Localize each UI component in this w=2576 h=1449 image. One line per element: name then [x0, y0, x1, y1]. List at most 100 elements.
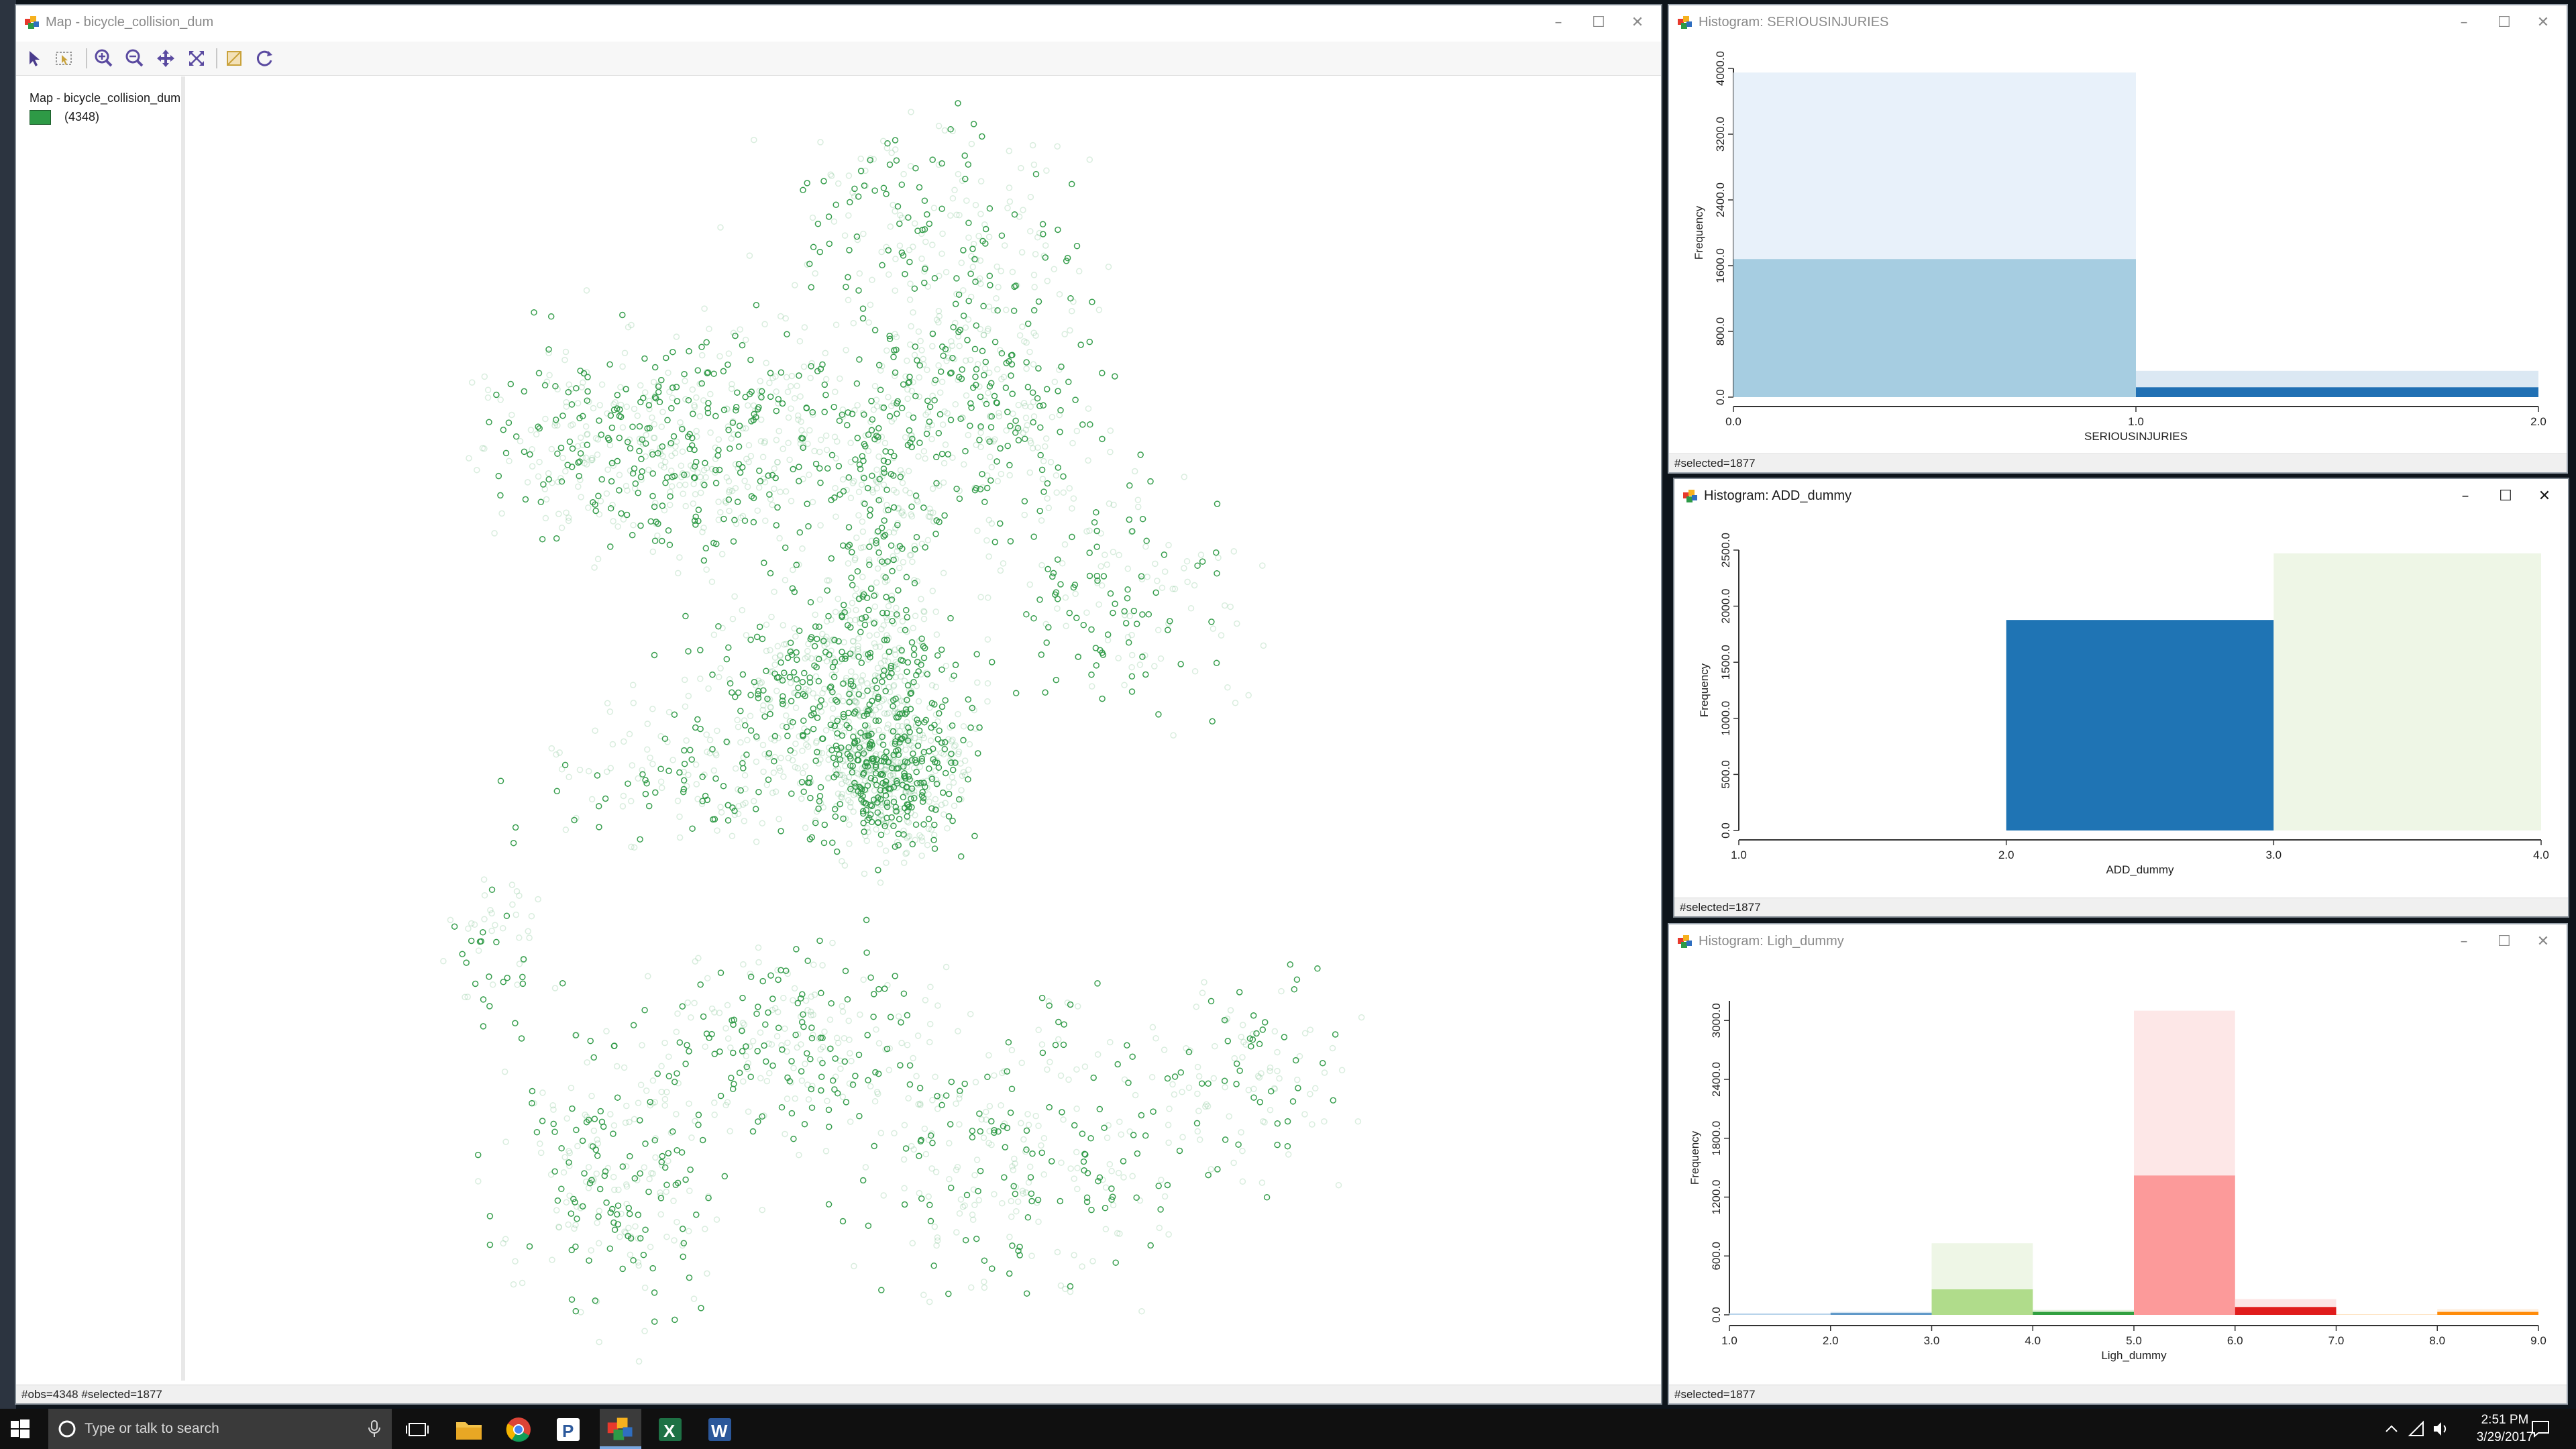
- histogram-bin[interactable]: [2006, 620, 2274, 830]
- collision-point[interactable]: [902, 788, 910, 795]
- collision-point[interactable]: [875, 985, 882, 993]
- collision-point[interactable]: [1107, 449, 1114, 455]
- collision-point[interactable]: [607, 543, 614, 550]
- collision-point[interactable]: [849, 549, 855, 555]
- collision-point[interactable]: [886, 333, 893, 339]
- collision-point[interactable]: [1010, 1167, 1017, 1173]
- collision-point[interactable]: [897, 673, 904, 680]
- collision-point[interactable]: [865, 319, 872, 326]
- collision-point[interactable]: [1120, 1174, 1127, 1181]
- collision-point[interactable]: [920, 735, 928, 741]
- collision-point[interactable]: [580, 1203, 586, 1210]
- collision-point[interactable]: [539, 536, 546, 543]
- collision-point[interactable]: [835, 755, 842, 762]
- collision-point[interactable]: [1097, 563, 1104, 570]
- collision-point[interactable]: [1181, 474, 1188, 480]
- collision-point[interactable]: [747, 712, 754, 720]
- collision-point[interactable]: [960, 769, 967, 775]
- collision-point[interactable]: [851, 478, 857, 485]
- collision-point[interactable]: [623, 386, 630, 392]
- collision-point[interactable]: [901, 1185, 908, 1192]
- collision-point[interactable]: [938, 749, 945, 757]
- collision-point[interactable]: [975, 233, 982, 239]
- collision-point[interactable]: [918, 757, 926, 765]
- collision-point[interactable]: [860, 230, 867, 237]
- collision-point[interactable]: [724, 1002, 731, 1009]
- collision-point[interactable]: [767, 972, 774, 979]
- collision-point[interactable]: [843, 347, 849, 354]
- collision-point[interactable]: [1249, 1036, 1256, 1043]
- collision-point[interactable]: [858, 677, 865, 684]
- collision-point[interactable]: [988, 1141, 995, 1148]
- collision-point[interactable]: [930, 205, 938, 211]
- collision-point[interactable]: [896, 728, 904, 735]
- collision-point[interactable]: [888, 150, 895, 156]
- collision-point[interactable]: [1089, 299, 1095, 305]
- collision-point[interactable]: [802, 692, 808, 700]
- collision-point[interactable]: [825, 213, 833, 220]
- collision-point[interactable]: [637, 1117, 643, 1124]
- collision-point[interactable]: [799, 991, 806, 998]
- collision-point[interactable]: [707, 390, 714, 398]
- collision-point[interactable]: [917, 1138, 924, 1145]
- collision-point[interactable]: [936, 710, 943, 717]
- collision-point[interactable]: [911, 577, 918, 584]
- collision-point[interactable]: [865, 558, 873, 565]
- collision-point[interactable]: [1149, 1024, 1157, 1031]
- collision-point[interactable]: [753, 733, 760, 740]
- collision-point[interactable]: [779, 697, 786, 704]
- collision-point[interactable]: [938, 1102, 945, 1109]
- collision-point[interactable]: [958, 796, 965, 803]
- collision-point[interactable]: [919, 789, 926, 796]
- collision-point[interactable]: [747, 692, 754, 698]
- collision-point[interactable]: [762, 517, 769, 525]
- collision-point[interactable]: [506, 458, 513, 464]
- collision-point[interactable]: [1115, 655, 1122, 661]
- collision-point[interactable]: [784, 331, 790, 337]
- collision-point[interactable]: [830, 773, 837, 781]
- collision-point[interactable]: [708, 466, 716, 472]
- collision-point[interactable]: [971, 1172, 978, 1179]
- collision-point[interactable]: [873, 466, 880, 473]
- collision-point[interactable]: [865, 606, 872, 614]
- collision-point[interactable]: [904, 800, 911, 807]
- collision-point[interactable]: [729, 1017, 735, 1024]
- collision-point[interactable]: [816, 937, 823, 945]
- collision-point[interactable]: [611, 1186, 618, 1193]
- collision-point[interactable]: [820, 686, 828, 692]
- collision-point[interactable]: [704, 975, 711, 981]
- collision-point[interactable]: [710, 539, 717, 547]
- collision-point[interactable]: [956, 1210, 963, 1217]
- collision-point[interactable]: [898, 215, 906, 221]
- collision-point[interactable]: [635, 1099, 642, 1106]
- collision-point[interactable]: [777, 755, 784, 761]
- collision-point[interactable]: [1159, 584, 1166, 591]
- collision-point[interactable]: [789, 585, 796, 592]
- collision-point[interactable]: [893, 333, 900, 341]
- collision-point[interactable]: [870, 991, 877, 998]
- collision-point[interactable]: [988, 413, 996, 420]
- collision-point[interactable]: [936, 272, 943, 280]
- collision-point[interactable]: [1227, 1007, 1234, 1014]
- collision-point[interactable]: [1024, 320, 1032, 327]
- collision-point[interactable]: [1185, 1084, 1193, 1091]
- collision-point[interactable]: [1056, 290, 1063, 298]
- collision-point[interactable]: [680, 788, 687, 796]
- collision-point[interactable]: [1006, 1270, 1013, 1277]
- collision-point[interactable]: [582, 1178, 590, 1185]
- collision-point[interactable]: [577, 450, 584, 457]
- collision-point[interactable]: [890, 455, 897, 462]
- maximize-button[interactable]: ☐: [2498, 14, 2511, 31]
- collision-point[interactable]: [918, 596, 924, 602]
- collision-point[interactable]: [920, 643, 927, 650]
- collision-point[interactable]: [847, 494, 855, 502]
- collision-point[interactable]: [728, 435, 735, 442]
- collision-point[interactable]: [769, 996, 776, 1002]
- collision-point[interactable]: [904, 696, 910, 704]
- collision-point[interactable]: [847, 681, 855, 688]
- collision-point[interactable]: [665, 369, 672, 376]
- collision-point[interactable]: [924, 537, 932, 544]
- collision-point[interactable]: [757, 416, 765, 423]
- collision-point[interactable]: [955, 751, 962, 757]
- collision-point[interactable]: [845, 474, 853, 481]
